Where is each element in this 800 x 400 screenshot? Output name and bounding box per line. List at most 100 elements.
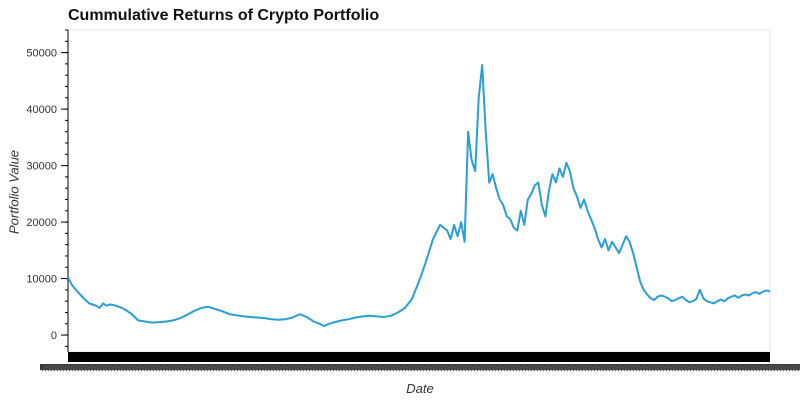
x-tick-label — [617, 364, 623, 372]
x-tick-label — [41, 364, 47, 372]
x-tick-label — [296, 364, 302, 372]
x-tick-label — [92, 364, 98, 372]
y-axis-label: Portfolio Value — [6, 149, 22, 235]
x-tick-label — [143, 364, 149, 372]
x-tick-label — [770, 364, 776, 372]
x-tick-label — [122, 364, 128, 372]
x-tick-label — [260, 364, 266, 372]
x-tick-label — [440, 364, 446, 372]
x-tick-label — [767, 364, 773, 372]
x-tick-label — [776, 364, 782, 372]
x-tick-label — [458, 364, 464, 372]
x-tick-label — [548, 364, 554, 372]
x-tick-label — [743, 364, 749, 372]
x-tick-label — [641, 364, 647, 372]
x-tick-label — [188, 364, 194, 372]
x-tick-label — [449, 364, 455, 372]
x-tick-label — [695, 364, 701, 372]
x-tick-label — [47, 364, 53, 372]
x-tick-label — [518, 364, 524, 372]
x-tick-label — [368, 364, 374, 372]
x-tick-label — [557, 364, 563, 372]
x-tick-label — [305, 364, 311, 372]
x-tick-label — [515, 364, 521, 372]
x-tick-label — [536, 364, 542, 372]
x-tick-label — [197, 364, 203, 372]
x-tick-label — [779, 364, 785, 372]
x-tick-label — [221, 364, 227, 372]
x-tick-label — [245, 364, 251, 372]
x-tick-label — [194, 364, 200, 372]
x-tick-label — [284, 364, 290, 372]
x-tick-label — [785, 364, 791, 372]
x-tick-label — [347, 364, 353, 372]
x-tick-label — [683, 364, 689, 372]
x-tick-label — [692, 364, 698, 372]
chart-title: Cummulative Returns of Crypto Portfolio — [68, 7, 380, 24]
x-tick-label — [149, 364, 155, 372]
x-tick-label — [461, 364, 467, 372]
x-tick-label — [209, 364, 215, 372]
x-tick-label — [320, 364, 326, 372]
x-tick-label — [113, 364, 119, 372]
x-tick-label — [446, 364, 452, 372]
x-tick-label — [797, 366, 800, 372]
x-tick-label — [338, 364, 344, 372]
x-tick-label — [701, 364, 707, 372]
x-tick-label — [272, 364, 278, 372]
portfolio-value-line — [67, 64, 771, 327]
x-tick-label — [95, 364, 101, 372]
x-tick-label — [470, 364, 476, 372]
x-tick-label — [380, 364, 386, 372]
x-tick-label — [101, 364, 107, 372]
x-tick-label — [290, 364, 296, 372]
x-tick-label — [749, 364, 755, 372]
x-tick-label — [107, 364, 113, 372]
x-tick-label — [137, 364, 143, 372]
x-tick-label — [233, 364, 239, 372]
x-tick-label — [329, 364, 335, 372]
x-tick-label — [731, 364, 737, 372]
x-tick-label — [263, 364, 269, 372]
x-tick-label — [686, 364, 692, 372]
x-tick-label — [200, 364, 206, 372]
x-tick-label — [452, 364, 458, 372]
x-tick-label — [545, 364, 551, 372]
x-tick-label — [125, 364, 131, 372]
x-tick-label — [167, 364, 173, 372]
x-tick-label — [224, 364, 230, 372]
x-tick-label — [248, 364, 254, 372]
x-tick-label — [569, 364, 575, 372]
x-tick-label — [179, 364, 185, 372]
x-tick-label — [620, 364, 626, 372]
y-tick-label: 40000 — [26, 104, 57, 116]
plot-border — [67, 29, 771, 353]
x-tick-label — [359, 364, 365, 372]
x-tick-label — [353, 364, 359, 372]
x-tick-label — [698, 364, 704, 372]
x-tick-label — [377, 364, 383, 372]
x-tick-label — [254, 364, 260, 372]
x-tick-label — [656, 364, 662, 372]
x-tick-label — [323, 364, 329, 372]
x-tick-label — [674, 364, 680, 372]
x-tick-label — [794, 364, 800, 372]
x-tick-label — [389, 364, 395, 372]
x-tick-label — [677, 364, 683, 372]
x-tick-label — [476, 364, 482, 372]
x-tick-label — [65, 364, 71, 372]
x-tick-label — [161, 364, 167, 372]
x-tick-label — [494, 364, 500, 372]
y-tick-label: 10000 — [26, 274, 57, 286]
x-tick-label — [299, 364, 305, 372]
x-tick-label — [530, 364, 536, 372]
x-tick-label — [773, 364, 779, 372]
x-axis — [40, 352, 800, 372]
x-tick-label — [602, 364, 608, 372]
x-tick-label — [77, 364, 83, 372]
x-tick-label — [419, 364, 425, 372]
x-tick-label — [422, 364, 428, 372]
x-tick-label — [740, 364, 746, 372]
x-tick-label — [638, 364, 644, 372]
x-tick-label — [611, 364, 617, 372]
